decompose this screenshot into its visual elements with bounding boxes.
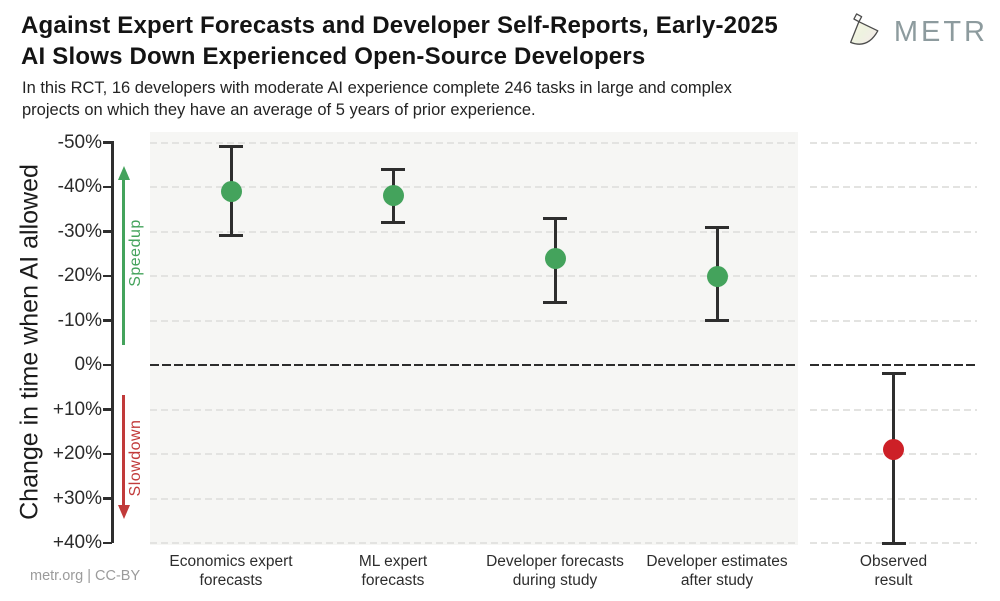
gridline (810, 275, 977, 277)
error-bar-cap-bottom (219, 234, 243, 238)
y-axis-tick-label: +10% (52, 398, 102, 420)
category-label-line: Developer forecasts (486, 553, 624, 570)
zero-line-segment (810, 364, 977, 366)
data-point-dot (220, 180, 242, 202)
metr-logo: METR (839, 8, 988, 57)
category-label: ML expert forecasts (298, 552, 488, 591)
error-bar-cap-top (381, 167, 405, 171)
y-axis-tick-label: 0% (74, 354, 102, 375)
error-bar-cap-bottom (705, 319, 729, 322)
y-axis-title: Change in time when AI allowed (15, 164, 44, 520)
category-label-line: after study (680, 572, 754, 590)
attribution-credit: metr.org | CC-BY (30, 568, 141, 584)
y-axis-tick (103, 230, 112, 233)
category-label-line: result (874, 572, 913, 590)
gridline (150, 497, 798, 500)
metr-fan-icon (839, 8, 885, 57)
category-label-line: forecasts (199, 572, 263, 590)
category-label: Observed result (799, 552, 989, 591)
slowdown-arrow-head-icon (117, 505, 130, 519)
error-bar-cap-bottom (881, 541, 906, 545)
y-axis-tick-label: +30% (52, 487, 102, 509)
gridline (150, 408, 798, 411)
y-axis-tick (103, 185, 112, 189)
y-axis-tick (103, 541, 112, 545)
data-point-dot (706, 265, 728, 287)
metr-logo-text: METR (893, 16, 988, 48)
gridline (810, 230, 977, 233)
gridline (150, 453, 798, 455)
y-axis-tick-label: +40% (52, 532, 102, 553)
speedup-label: Speedup (127, 219, 144, 287)
chart-subtitle-line1: In this RCT, 16 developers with moderate… (22, 79, 732, 97)
speedup-arrow-head-icon (117, 166, 130, 180)
speedup-arrow-line (122, 179, 125, 345)
y-axis-tick-label: +20% (52, 443, 102, 464)
data-point-dot (883, 439, 904, 461)
page-title: Against Expert Forecasts and Developer S… (21, 10, 778, 72)
data-point-dot (544, 247, 566, 269)
category-label: Developer estimates after study (622, 552, 812, 591)
gridline (150, 186, 798, 188)
y-axis-tick-label: -20% (57, 265, 102, 286)
data-point-dot (382, 185, 404, 207)
chart-subtitle: In this RCT, 16 developers with moderate… (22, 78, 732, 122)
error-bar-cap-bottom (381, 221, 405, 225)
category-label-line: Developer estimates (646, 553, 788, 570)
gridline (810, 319, 977, 322)
page-title-line1: Against Expert Forecasts and Developer S… (21, 12, 778, 39)
y-axis-tick-label: -10% (57, 309, 102, 331)
y-axis-tick (103, 408, 112, 411)
category-label-line: forecasts (361, 572, 425, 590)
gridline (810, 186, 977, 188)
error-bar-cap-top (219, 145, 243, 149)
category-label: Economics expert forecasts (136, 552, 326, 591)
y-axis-tick (103, 363, 112, 367)
category-label-line: Economics expert (169, 553, 293, 570)
gridline (150, 275, 798, 277)
y-axis-tick-label: -40% (57, 176, 102, 197)
page-title-line2: AI Slows Down Experienced Open-Source De… (21, 43, 646, 71)
gridline (810, 141, 977, 144)
gridline (150, 319, 798, 322)
slowdown-label: Slowdown (127, 419, 144, 497)
y-axis-tick (103, 319, 112, 322)
error-bar-cap-top (881, 372, 906, 376)
category-label-line: during study (512, 572, 598, 590)
y-axis-line (111, 141, 114, 543)
category-label-line: ML expert (358, 553, 428, 570)
gridline (150, 141, 798, 144)
chart-subtitle-line2: projects on which they have an average o… (22, 100, 536, 119)
error-bar-cap-top (705, 225, 729, 229)
error-bar-cap-bottom (543, 301, 567, 305)
slowdown-arrow-line (122, 395, 125, 506)
y-axis-tick (103, 452, 112, 456)
gridline (150, 542, 798, 544)
y-axis-tick (103, 141, 112, 144)
y-axis-tick-label: -30% (57, 220, 102, 242)
error-bar-cap-top (543, 216, 567, 220)
zero-line-segment (150, 364, 798, 366)
category-label-line: Observed (859, 553, 928, 570)
y-axis-tick-label: -50% (57, 131, 102, 153)
y-axis-tick (103, 274, 112, 278)
category-label: Developer forecasts during study (460, 552, 650, 591)
y-axis-tick (103, 497, 112, 500)
forecasts-panel-background (150, 132, 798, 545)
gridline (150, 230, 798, 233)
